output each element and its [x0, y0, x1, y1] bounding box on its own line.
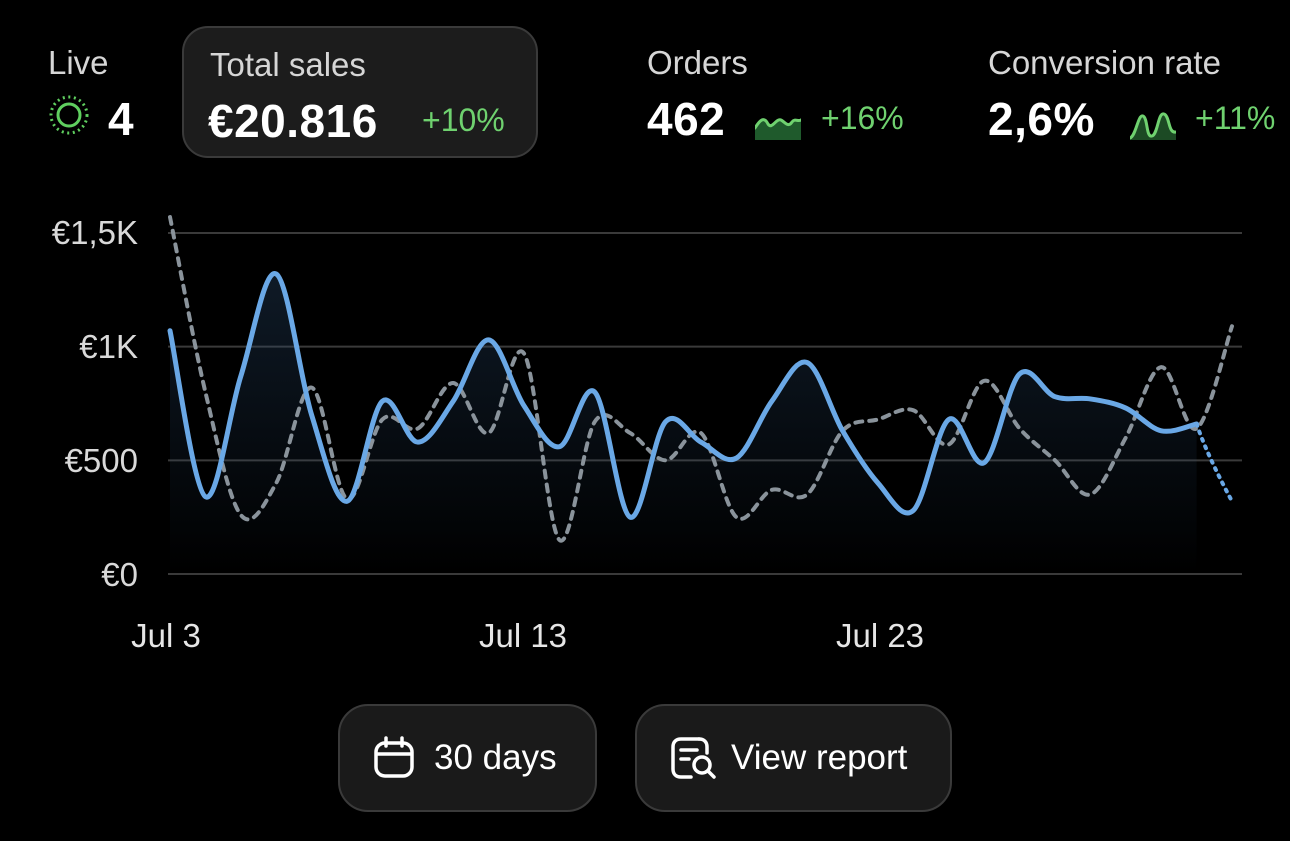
- view-report-label: View report: [731, 738, 908, 777]
- total-sales-value: €20.816: [208, 95, 378, 147]
- x-tick: Jul 23: [836, 617, 924, 654]
- orders-metric[interactable]: Orders 462 +16%: [647, 26, 937, 158]
- total-sales-label: Total sales: [210, 46, 366, 83]
- conversion-rate-value: 2,6%: [988, 93, 1095, 145]
- orders-sparkline-icon: [755, 118, 801, 140]
- calendar-icon: [374, 736, 414, 778]
- chart-series: [167, 215, 1234, 574]
- y-axis: €0 €500 €1K €1,5K: [52, 214, 138, 593]
- live-count: 4: [108, 93, 135, 145]
- orders-change: +16%: [821, 100, 904, 136]
- y-tick: €1,5K: [52, 214, 138, 251]
- conversion-sparkline-icon: [1130, 112, 1176, 140]
- total-sales-change: +10%: [422, 102, 505, 138]
- orders-label: Orders: [647, 44, 748, 81]
- total-sales-metric[interactable]: Total sales €20.816 +10%: [182, 26, 538, 158]
- projection-line: [1194, 421, 1234, 504]
- live-label: Live: [48, 44, 109, 81]
- x-axis: Jul 3 Jul 13 Jul 23: [131, 617, 924, 654]
- conversion-rate-label: Conversion rate: [988, 44, 1221, 81]
- orders-value: 462: [647, 93, 726, 145]
- date-range-label: 30 days: [434, 738, 557, 777]
- view-report-button[interactable]: View report: [635, 704, 952, 812]
- x-tick: Jul 13: [479, 617, 567, 654]
- report-search-icon: [671, 737, 716, 779]
- sales-chart[interactable]: €0 €500 €1K €1,5K Jul 3 Jul 13 Jul 23: [0, 190, 1290, 670]
- x-tick: Jul 3: [131, 617, 201, 654]
- current-period-area: [170, 273, 1197, 574]
- y-tick: €0: [101, 556, 138, 593]
- live-metric: Live 4: [48, 26, 158, 158]
- date-range-button[interactable]: 30 days: [338, 704, 597, 812]
- conversion-rate-change: +11%: [1195, 100, 1276, 136]
- live-ring-icon: [49, 95, 89, 135]
- current-period-line: [167, 271, 1200, 520]
- y-tick: €500: [65, 442, 138, 479]
- y-tick: €1K: [79, 328, 138, 365]
- conversion-rate-metric[interactable]: Conversion rate 2,6% +11%: [988, 26, 1288, 158]
- previous-period-line: [168, 215, 1234, 543]
